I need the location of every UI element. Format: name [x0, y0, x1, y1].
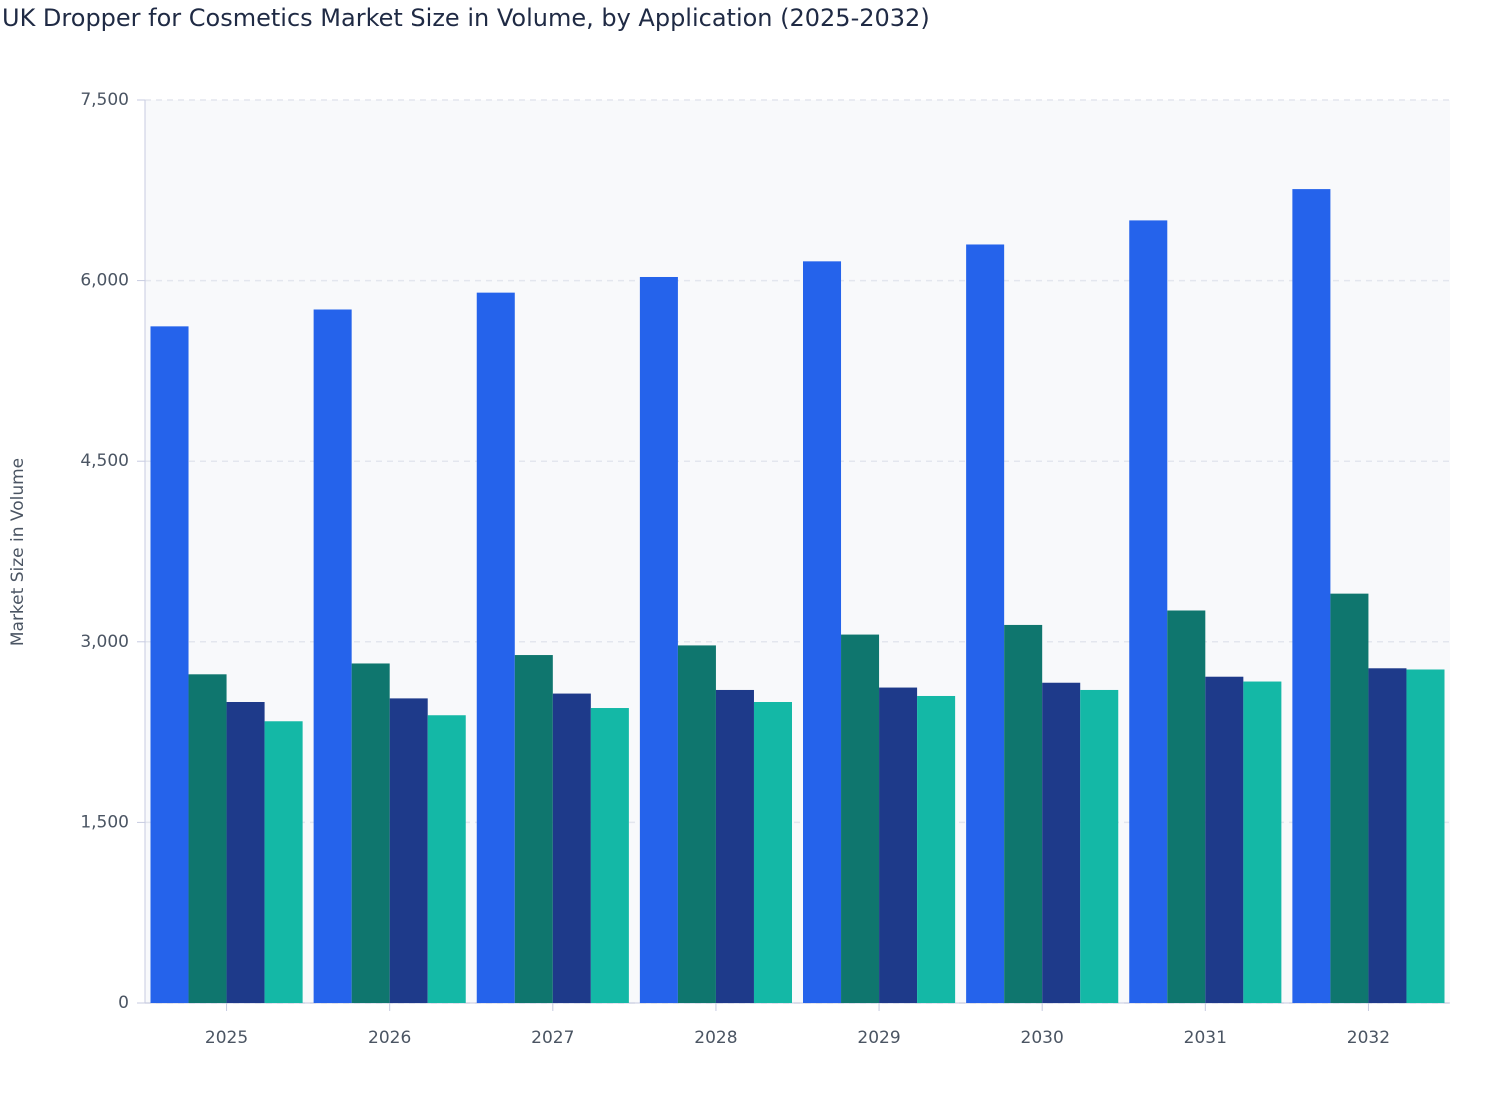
- bar: [1080, 689, 1119, 1003]
- bar: [1368, 668, 1407, 1003]
- bar: [803, 261, 842, 1003]
- y-tick-label: 7,500: [80, 90, 129, 110]
- bar: [226, 702, 265, 1003]
- bar: [639, 276, 678, 1003]
- chart-title: UK Dropper for Cosmetics Market Size in …: [2, 4, 930, 32]
- x-tick-label: 2028: [694, 1028, 737, 1048]
- bar: [514, 655, 553, 1003]
- y-axis-label: Market Size in Volume: [8, 458, 28, 646]
- bar: [313, 309, 352, 1004]
- bar: [753, 702, 792, 1003]
- bar: [917, 695, 956, 1003]
- bar: [427, 715, 466, 1003]
- bar: [1167, 610, 1206, 1003]
- bar: [715, 689, 754, 1003]
- x-tick-label: 2029: [857, 1028, 900, 1048]
- bar: [879, 687, 918, 1003]
- y-tick-label: 6,000: [80, 271, 129, 291]
- y-tick-label: 3,000: [80, 632, 129, 652]
- x-tick-label: 2026: [368, 1028, 411, 1048]
- x-tick-label: 2030: [1021, 1028, 1064, 1048]
- bar: [351, 663, 390, 1003]
- bar: [1129, 220, 1168, 1003]
- bar: [1205, 676, 1244, 1003]
- bar: [841, 634, 880, 1003]
- y-tick-label: 4,500: [80, 451, 129, 471]
- bar: [590, 708, 629, 1003]
- bar: [150, 326, 189, 1003]
- bar: [1330, 593, 1369, 1003]
- bar: [1243, 681, 1282, 1003]
- bar: [677, 645, 716, 1003]
- x-tick-label: 2031: [1184, 1028, 1227, 1048]
- y-tick-label: 0: [118, 993, 129, 1013]
- bar: [552, 693, 591, 1003]
- bar: [1292, 189, 1331, 1003]
- x-tick-label: 2027: [531, 1028, 574, 1048]
- x-tick-label: 2032: [1347, 1028, 1390, 1048]
- bar: [188, 674, 227, 1003]
- bar: [389, 698, 428, 1003]
- x-tick-label: 2025: [205, 1028, 248, 1048]
- bar: [1004, 624, 1043, 1003]
- bar: [1406, 669, 1445, 1003]
- bar: [1042, 682, 1081, 1003]
- bar: [264, 721, 303, 1003]
- bar: [966, 244, 1005, 1004]
- y-tick-label: 1,500: [80, 812, 129, 832]
- bar: [476, 292, 515, 1003]
